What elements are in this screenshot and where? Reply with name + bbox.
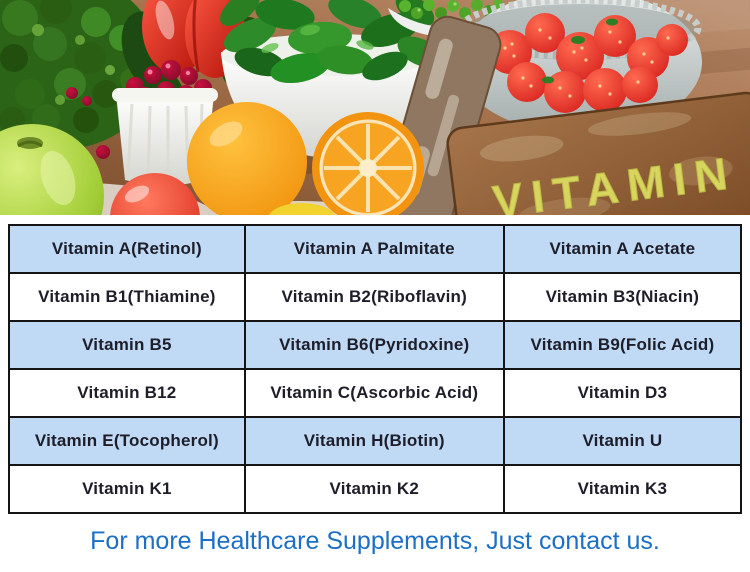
tomato [110,173,200,215]
green-apple [0,124,104,215]
vitamin-cell: Vitamin B1(Thiamine) [8,272,246,322]
vitamin-cell: Vitamin B2(Riboflavin) [243,272,505,322]
vitamin-cell: Vitamin B3(Niacin) [502,272,743,322]
vitamin-cell: Vitamin A Palmitate [243,224,505,274]
vitamin-cell: Vitamin K3 [502,464,743,514]
vitamin-cell: Vitamin D3 [502,368,743,418]
orange-whole [187,102,307,215]
vitamin-cell: Vitamin K2 [243,464,505,514]
table-row: Vitamin K1 Vitamin K2 Vitamin K3 [8,464,743,514]
orange-half [312,112,424,215]
vitamin-cell: Vitamin A(Retinol) [8,224,246,274]
contact-tagline: For more Healthcare Supplements, Just co… [90,527,660,555]
lemon [269,203,335,215]
vitamin-cell: Vitamin U [502,416,743,466]
hero-photo: VITAMIN [0,0,750,215]
strawberry-bowl [458,0,702,134]
vitamin-cell: Vitamin E(Tocopherol) [8,416,246,466]
vitamin-cell: Vitamin H(Biotin) [243,416,505,466]
table-row: Vitamin B12 Vitamin C(Ascorbic Acid) Vit… [8,368,743,418]
vitamin-table: Vitamin A(Retinol) Vitamin A Palmitate V… [8,224,743,514]
vitamin-cell: Vitamin B9(Folic Acid) [502,320,743,370]
vitamin-cell: Vitamin K1 [8,464,246,514]
vitamin-cell: Vitamin B6(Pyridoxine) [243,320,505,370]
vitamin-cell: Vitamin C(Ascorbic Acid) [243,368,505,418]
table-row: Vitamin A(Retinol) Vitamin A Palmitate V… [8,224,743,274]
table-row: Vitamin B1(Thiamine) Vitamin B2(Riboflav… [8,272,743,322]
cutting-board: VITAMIN [446,91,750,215]
vitamin-cell: Vitamin B12 [8,368,246,418]
vitamin-cell: Vitamin B5 [8,320,246,370]
vitamin-cell: Vitamin A Acetate [502,224,743,274]
table-row: Vitamin B5 Vitamin B6(Pyridoxine) Vitami… [8,320,743,370]
table-row: Vitamin E(Tocopherol) Vitamin H(Biotin) … [8,416,743,466]
